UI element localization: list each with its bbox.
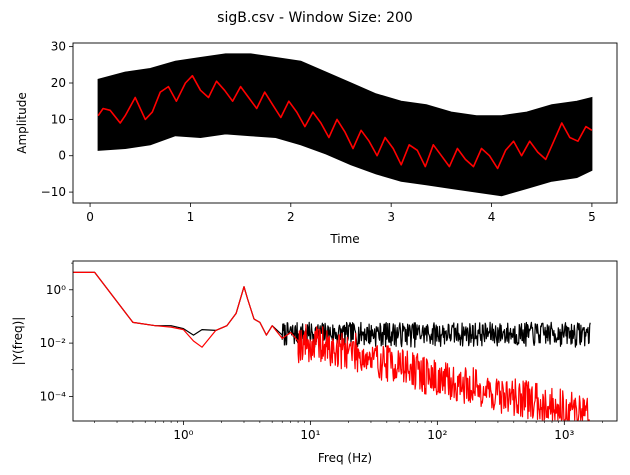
frequency-y-label: |Y(freq)| bbox=[11, 317, 25, 366]
time-x-tick-label: 3 bbox=[387, 210, 395, 224]
time-y-tick-label: 30 bbox=[51, 40, 66, 54]
time-y-tick-label: 10 bbox=[51, 112, 66, 126]
smoothed-spectrum-line bbox=[73, 271, 590, 421]
frequency-y-ticks: 10⁻⁴ 10⁻² 10⁰ bbox=[40, 262, 73, 403]
time-x-tick-label: 0 bbox=[86, 210, 94, 224]
frequency-x-tick-label: 10¹ bbox=[300, 428, 320, 442]
time-x-label: Time bbox=[329, 232, 359, 246]
time-domain-plot-area bbox=[97, 53, 593, 197]
frequency-domain-plot-area bbox=[73, 271, 591, 421]
frequency-x-tick-label: 10⁰ bbox=[173, 428, 193, 442]
frequency-y-tick-label: 10⁰ bbox=[46, 283, 66, 297]
frequency-x-label: Freq (Hz) bbox=[318, 451, 372, 465]
time-x-tick-label: 1 bbox=[187, 210, 195, 224]
smoothed-signal-line bbox=[97, 74, 593, 170]
frequency-x-ticks: 10⁰ 10¹ 10² 10³ bbox=[94, 421, 603, 442]
figure-title: sigB.csv - Window Size: 200 bbox=[217, 10, 413, 26]
time-y-label: Amplitude bbox=[15, 92, 29, 154]
frequency-domain-axes: 10⁰ 10¹ 10² 10³ 10⁻⁴ 10⁻² 10⁰ Freq (Hz) |Y(fr… bbox=[11, 260, 618, 465]
time-domain-frame bbox=[72, 42, 618, 204]
frequency-domain-frame bbox=[72, 260, 618, 422]
time-x-ticks: 0 1 2 3 4 5 bbox=[86, 203, 596, 224]
time-x-tick-label: 4 bbox=[488, 210, 496, 224]
frequency-y-tick-label: 10⁻⁴ bbox=[40, 389, 67, 403]
time-x-tick-label: 2 bbox=[287, 210, 295, 224]
time-y-tick-label: 0 bbox=[58, 149, 66, 163]
raw-signal-band bbox=[97, 53, 593, 197]
raw-spectrum-line bbox=[73, 271, 591, 348]
time-domain-axes: 0 1 2 3 4 5 −10 0 10 20 30 Time Amplitude bbox=[15, 40, 618, 246]
time-y-tick-label: −10 bbox=[41, 185, 66, 199]
frequency-x-tick-label: 10² bbox=[427, 428, 447, 442]
time-x-tick-label: 5 bbox=[588, 210, 596, 224]
frequency-x-tick-label: 10³ bbox=[554, 428, 574, 442]
time-y-tick-label: 20 bbox=[51, 76, 66, 90]
frequency-y-tick-label: 10⁻² bbox=[40, 336, 67, 350]
time-y-ticks: −10 0 10 20 30 bbox=[41, 40, 73, 199]
